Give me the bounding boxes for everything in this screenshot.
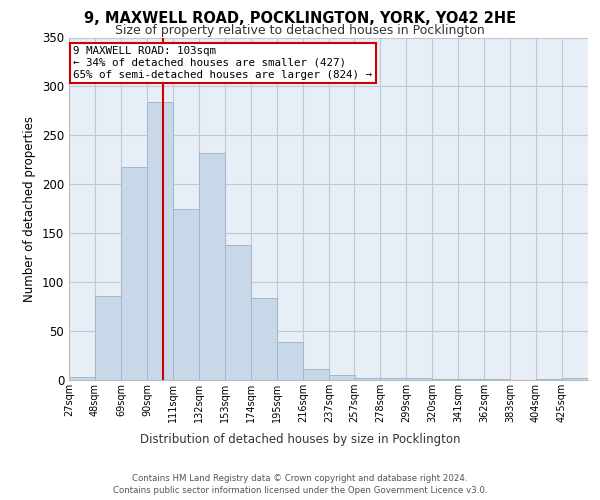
Bar xyxy=(458,379,484,380)
Bar xyxy=(199,153,225,380)
Bar xyxy=(562,378,588,380)
Bar xyxy=(277,342,303,380)
Bar xyxy=(69,377,95,380)
Bar xyxy=(536,379,562,380)
Bar xyxy=(354,378,380,380)
Bar xyxy=(147,102,173,380)
Bar xyxy=(380,378,406,380)
Bar xyxy=(95,296,121,380)
Bar xyxy=(329,375,355,380)
Bar xyxy=(251,298,277,380)
Text: Distribution of detached houses by size in Pocklington: Distribution of detached houses by size … xyxy=(140,432,460,446)
Bar xyxy=(432,379,458,380)
Y-axis label: Number of detached properties: Number of detached properties xyxy=(23,116,37,302)
Bar xyxy=(484,379,510,380)
Bar xyxy=(406,378,432,380)
Text: 9, MAXWELL ROAD, POCKLINGTON, YORK, YO42 2HE: 9, MAXWELL ROAD, POCKLINGTON, YORK, YO42… xyxy=(84,11,516,26)
Text: 9 MAXWELL ROAD: 103sqm
← 34% of detached houses are smaller (427)
65% of semi-de: 9 MAXWELL ROAD: 103sqm ← 34% of detached… xyxy=(73,46,373,80)
Bar xyxy=(303,369,329,380)
Text: Size of property relative to detached houses in Pocklington: Size of property relative to detached ho… xyxy=(115,24,485,37)
Text: Contains HM Land Registry data © Crown copyright and database right 2024.
Contai: Contains HM Land Registry data © Crown c… xyxy=(113,474,487,495)
Bar xyxy=(121,166,147,380)
Bar xyxy=(225,245,251,380)
Bar xyxy=(173,209,199,380)
